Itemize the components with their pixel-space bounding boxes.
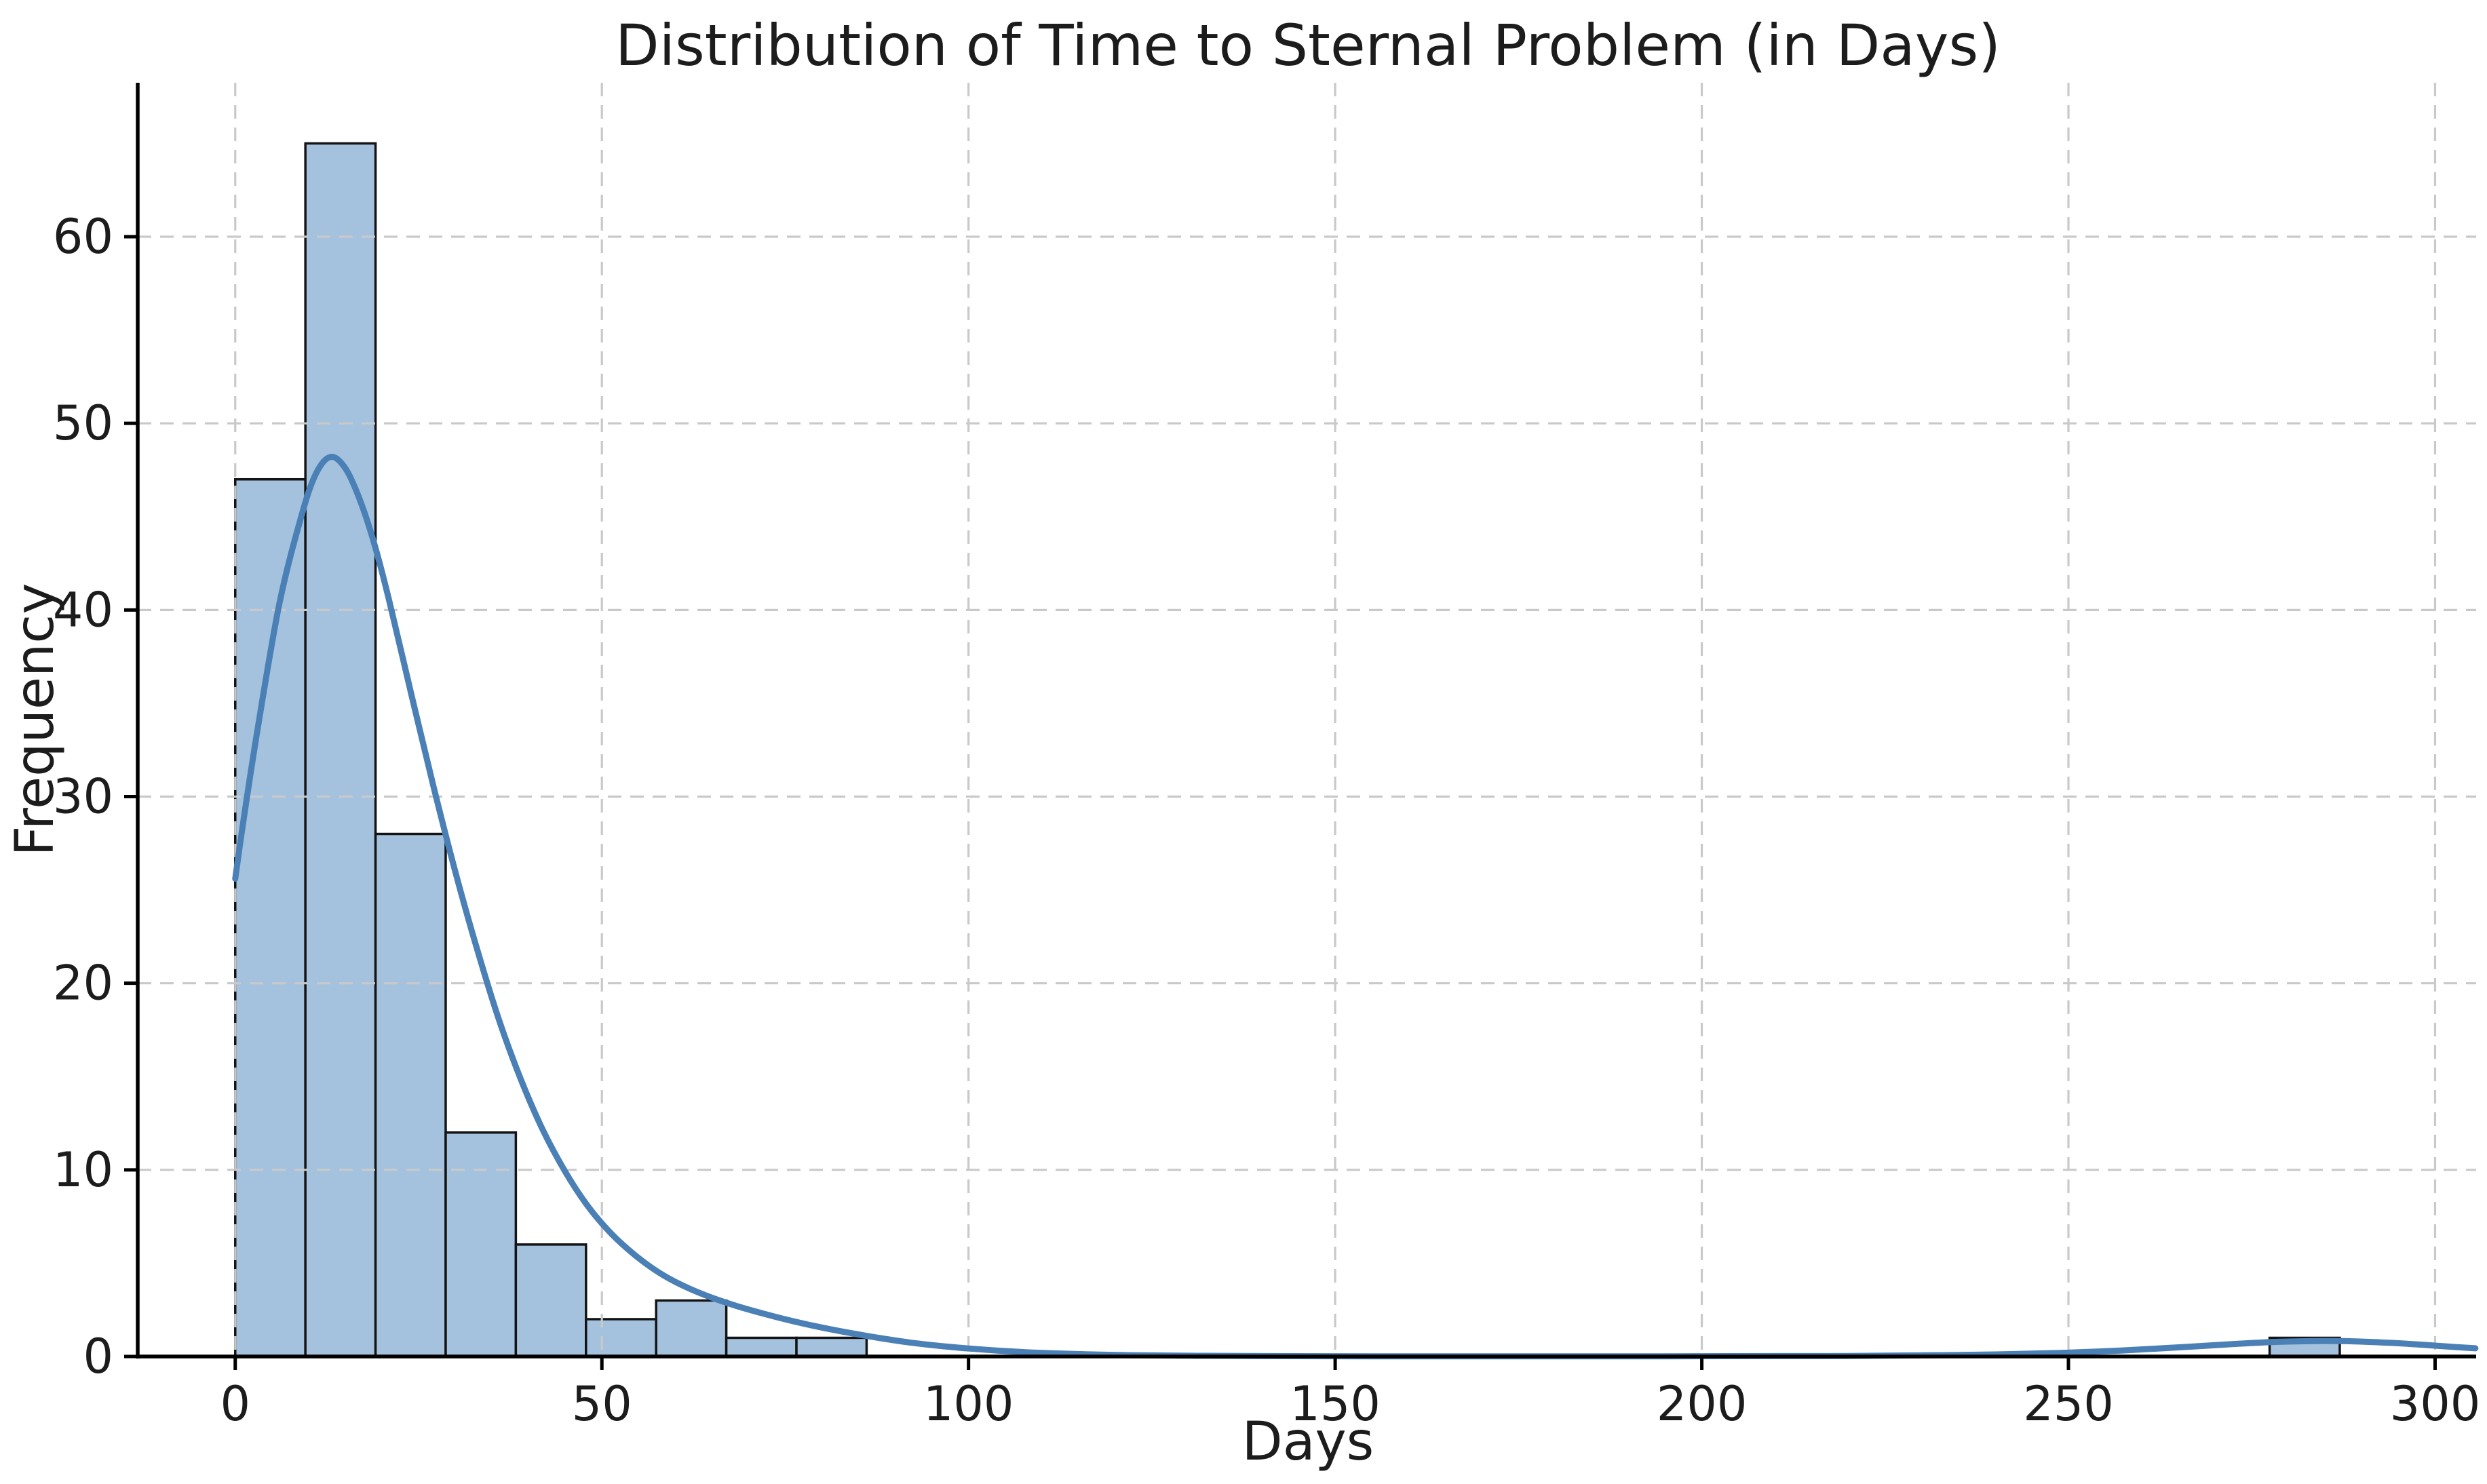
bars-layer: [234, 142, 2341, 1358]
x-tick-label: 250: [2023, 1376, 2114, 1432]
histogram-bar: [444, 1131, 518, 1358]
y-axis-label: Frequency: [5, 583, 66, 857]
x-tick-label: 300: [2390, 1376, 2481, 1432]
y-tick-label: 10: [53, 1142, 113, 1198]
histogram-bar: [234, 477, 307, 1358]
y-tick-label: 40: [53, 582, 113, 638]
y-tick-label: 50: [53, 395, 113, 451]
chart-title: Distribution of Time to Sternal Problem …: [615, 12, 2001, 79]
x-tick-label: 150: [1290, 1376, 1381, 1432]
y-tick-label: 60: [53, 209, 113, 265]
tick-label-layer: 0 50 100 150 200 250 300 0 10 20 30 40 50 60: [53, 209, 2480, 1432]
grid-layer: [138, 83, 2476, 1356]
x-tick-label: 200: [1657, 1376, 1748, 1432]
y-tick-label: 0: [83, 1329, 113, 1384]
histogram-bar: [374, 832, 447, 1358]
histogram-bar: [304, 142, 377, 1358]
y-tick-label: 30: [53, 769, 113, 825]
histogram-bar: [585, 1318, 657, 1358]
kde-layer: [232, 454, 2479, 1360]
histogram-bar: [725, 1336, 798, 1358]
axes-layer: [124, 83, 2476, 1370]
kde-curve: [232, 454, 2479, 1360]
x-tick-label: 100: [923, 1376, 1014, 1432]
x-tick-label: 50: [572, 1376, 632, 1432]
histogram-bar: [795, 1336, 868, 1358]
x-axis-label: Days: [1242, 1411, 1374, 1472]
y-tick-label: 20: [53, 956, 113, 1011]
histogram-bar: [655, 1299, 728, 1358]
histogram-bar: [514, 1243, 587, 1358]
x-tick-label: 0: [220, 1376, 250, 1432]
